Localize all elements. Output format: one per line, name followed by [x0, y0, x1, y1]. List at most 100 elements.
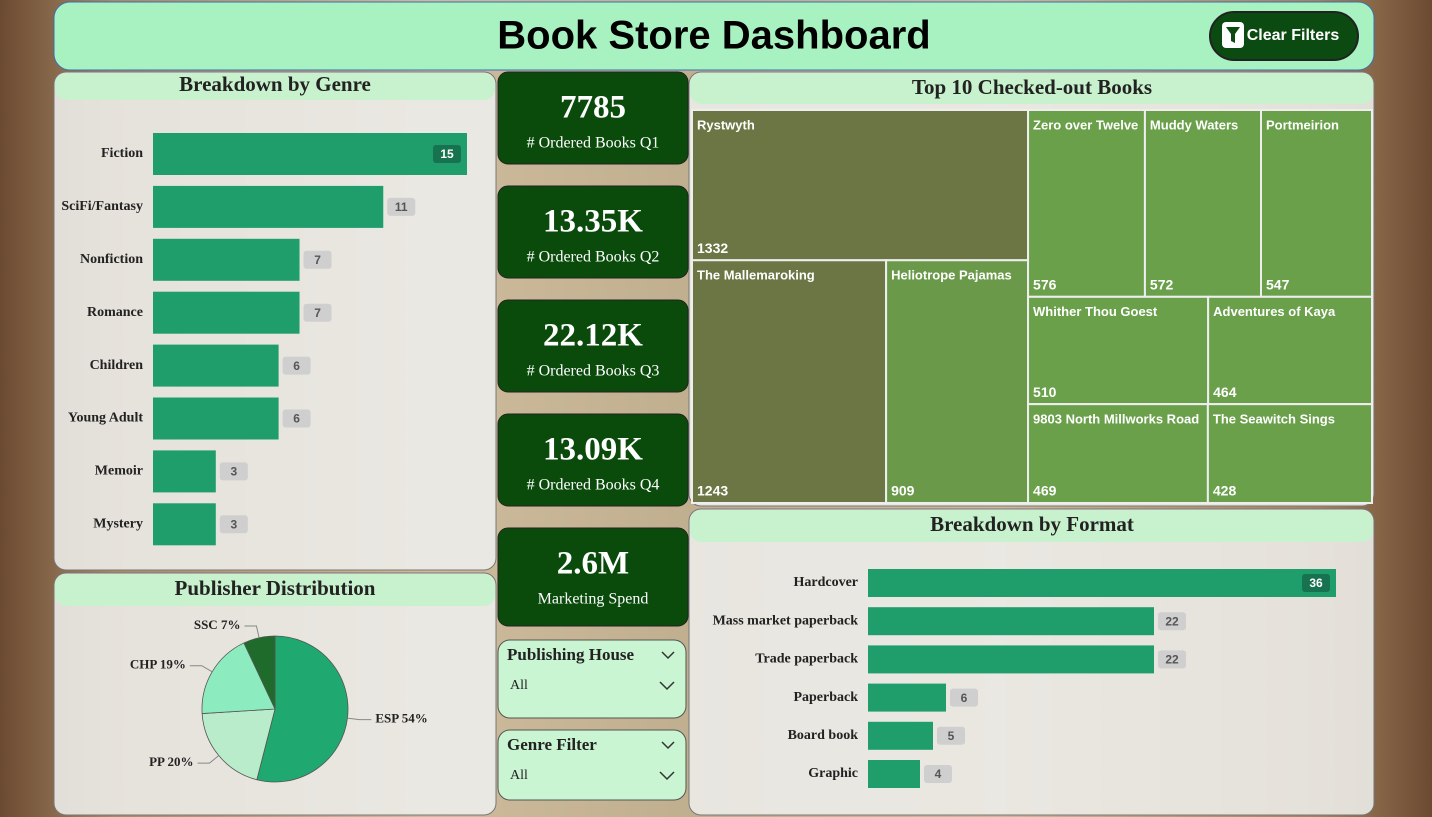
slicer-label: Publishing House [507, 645, 635, 664]
treemap-tile[interactable] [1206, 403, 1373, 504]
kpi-label: # Ordered Books Q3 [527, 363, 660, 380]
tile-value: 1243 [697, 483, 728, 499]
data-label: 22 [1165, 653, 1179, 667]
data-label-badge [282, 356, 311, 375]
kpi-card [497, 413, 689, 507]
header-bar [53, 1, 1375, 71]
data-label: 3 [230, 465, 237, 479]
slicer-selection[interactable]: All [510, 768, 528, 783]
slicer[interactable] [497, 639, 687, 719]
chevron [659, 771, 675, 781]
tile-value: 572 [1150, 277, 1174, 293]
pie-label: PP 20% [149, 754, 193, 769]
category-label: Trade paperback [755, 652, 858, 667]
bar[interactable] [868, 683, 946, 712]
data-label-badge [303, 303, 332, 322]
pie-label: CHP 19% [130, 657, 186, 672]
panel-header [55, 574, 495, 606]
slicer[interactable] [497, 729, 687, 801]
bar[interactable] [153, 397, 279, 440]
clear-filters-label[interactable]: Clear Filters [1247, 27, 1340, 44]
data-label-badge [303, 250, 332, 269]
pie-slice[interactable] [201, 708, 276, 781]
category-label: Romance [87, 305, 143, 320]
treemap-tile[interactable] [691, 109, 1030, 262]
panel-header [690, 510, 1373, 542]
treemap-tile[interactable] [1027, 403, 1209, 504]
kpi-label: Marketing Spend [538, 591, 649, 608]
data-label: 7 [314, 306, 321, 320]
data-label: 22 [1165, 614, 1179, 628]
tile-value: 469 [1033, 483, 1057, 499]
kpi-value: 22.12K [543, 318, 643, 354]
treemap-tile[interactable] [1027, 109, 1146, 298]
leader-line [244, 625, 260, 638]
bar[interactable] [868, 760, 920, 788]
tile-value: 428 [1213, 483, 1237, 499]
tile-name: Adventures of Kaya [1213, 304, 1336, 319]
kpi-label: # Ordered Books Q2 [527, 249, 660, 266]
data-label: 7 [314, 253, 321, 267]
category-label: Board book [788, 728, 859, 743]
dashboard-title: Book Store Dashboard [497, 14, 930, 58]
data-label: 5 [948, 729, 955, 743]
treemap-tile[interactable] [691, 259, 888, 504]
category-label: SciFi/Fantasy [61, 199, 143, 214]
pie-slice[interactable] [256, 635, 349, 783]
bar[interactable] [153, 503, 216, 546]
bar[interactable] [153, 450, 216, 493]
data-label-badge [937, 726, 965, 745]
chevron [659, 681, 675, 691]
bar[interactable] [868, 721, 933, 750]
data-label: 6 [293, 412, 300, 426]
bar[interactable] [153, 185, 384, 228]
bar[interactable] [153, 133, 467, 175]
data-label-badge [950, 688, 978, 707]
kpi-label: # Ordered Books Q4 [527, 477, 660, 494]
chart-title: Publisher Distribution [175, 576, 376, 600]
chart-title: Breakdown by Format [930, 512, 1134, 536]
bar[interactable] [868, 569, 1336, 597]
leader-line [347, 717, 372, 721]
bar[interactable] [868, 607, 1154, 636]
tile-name: Zero over Twelve [1033, 117, 1138, 132]
tile-name: Whither Thou Goest [1033, 304, 1158, 319]
panel-header [690, 73, 1373, 104]
data-label-badge [924, 765, 952, 783]
leader-line [189, 665, 213, 673]
kpi-value: 13.35K [543, 204, 643, 240]
tile-value: 464 [1213, 384, 1237, 400]
treemap-tile[interactable] [1143, 109, 1263, 298]
tile-name: Rystwyth [697, 117, 755, 132]
bar[interactable] [153, 291, 300, 334]
kpi-label: # Ordered Books Q1 [527, 135, 660, 152]
tile-name: The Mallemaroking [697, 268, 815, 283]
pie-slice[interactable] [243, 635, 276, 710]
treemap-tile[interactable] [1027, 295, 1210, 406]
slicer-label: Genre Filter [507, 735, 597, 754]
tile-name: Muddy Waters [1150, 117, 1238, 132]
leader-line [197, 755, 220, 764]
slicer-selection[interactable]: All [510, 678, 528, 693]
category-label: Mass market paperback [713, 613, 859, 628]
bar[interactable] [153, 238, 300, 281]
data-label-badge [433, 145, 461, 163]
treemap-tile[interactable] [885, 259, 1030, 504]
clear-filters-button[interactable] [1209, 11, 1359, 61]
tile-name: Heliotrope Pajamas [891, 268, 1012, 283]
data-label: 6 [293, 359, 300, 373]
data-label: 6 [961, 691, 968, 705]
category-label: Children [90, 358, 144, 373]
category-label: Graphic [808, 766, 858, 781]
filter-icon-glyph [1226, 27, 1240, 43]
category-label: Hardcover [793, 575, 858, 590]
pie-label: SSC 7% [194, 617, 241, 632]
data-label-badge [387, 197, 416, 216]
data-label-badge [1158, 650, 1186, 669]
pie-slice[interactable] [201, 642, 276, 715]
bar[interactable] [868, 645, 1154, 674]
treemap-tile[interactable] [1260, 109, 1374, 298]
data-label: 4 [935, 767, 942, 781]
bar[interactable] [153, 344, 279, 387]
